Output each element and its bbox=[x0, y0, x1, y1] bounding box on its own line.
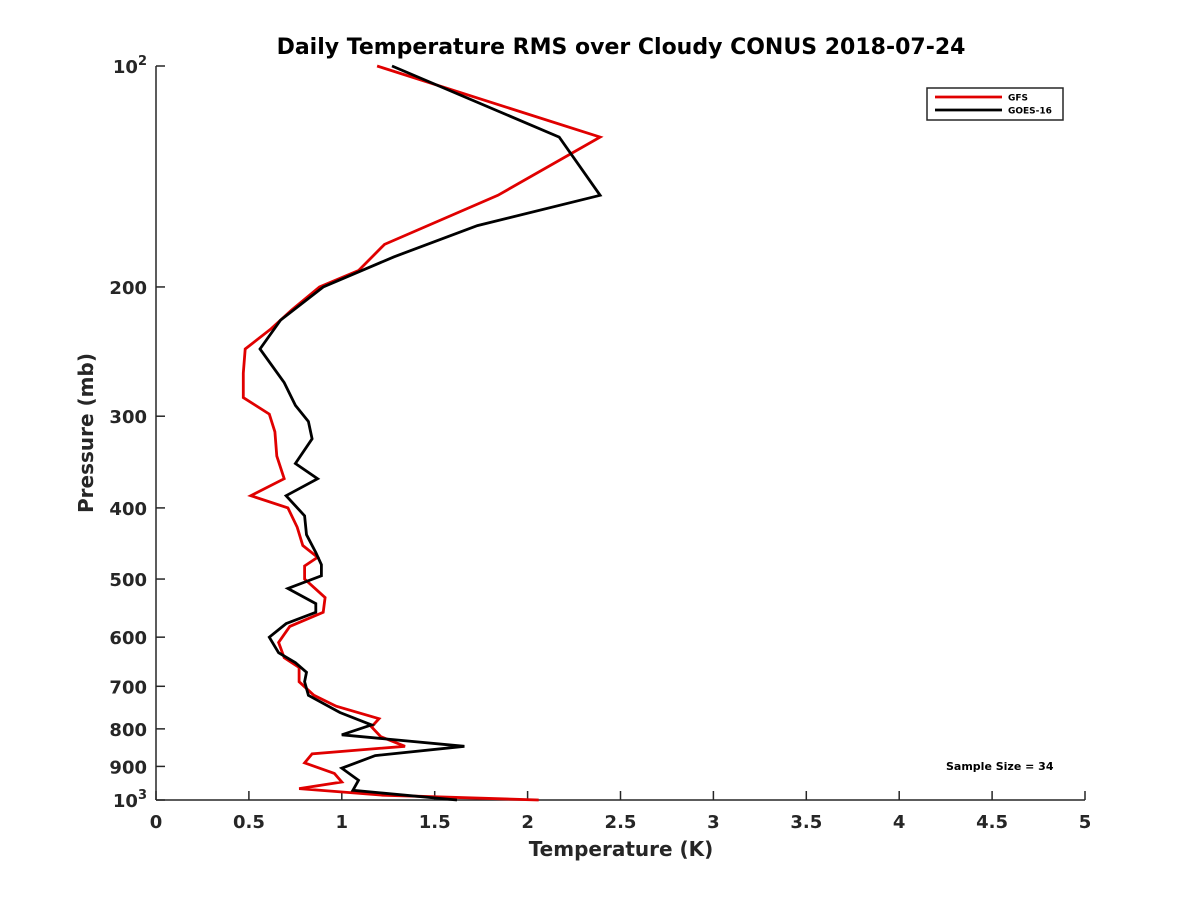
legend: GFS GOES-16 bbox=[926, 87, 1064, 121]
y-tick-label: 103 bbox=[113, 788, 147, 812]
x-axis-label: Temperature (K) bbox=[529, 837, 714, 861]
plot-area bbox=[155, 66, 1085, 801]
legend-box bbox=[926, 87, 1064, 121]
series-line-gfs bbox=[241, 64, 604, 802]
x-tick-label: 5 bbox=[1079, 812, 1092, 833]
y-tick-label: 400 bbox=[109, 499, 147, 520]
legend-label: GOES-16 bbox=[1008, 107, 1052, 117]
y-tick-label: 900 bbox=[109, 757, 147, 778]
legend-label: GFS bbox=[1008, 94, 1028, 104]
y-axis: 102 200 300 400 500 600 700 800 900 103 bbox=[109, 54, 165, 812]
y-tick-label: 800 bbox=[109, 720, 147, 741]
x-tick-label: 2.5 bbox=[605, 812, 637, 833]
x-tick-label: 0.5 bbox=[233, 812, 265, 833]
x-tick-label: 3.5 bbox=[790, 812, 822, 833]
x-tick-label: 0 bbox=[150, 812, 163, 833]
x-tick-label: 1.5 bbox=[419, 812, 451, 833]
x-axis: 0 0.5 1 1.5 2 2.5 3 3.5 4 4.5 5 bbox=[150, 791, 1092, 833]
series-line-goes-16 bbox=[258, 64, 603, 802]
series-layer bbox=[241, 64, 604, 802]
y-tick-label: 102 bbox=[113, 54, 147, 78]
x-tick-label: 3 bbox=[707, 812, 720, 833]
sample-size-annotation: Sample Size = 34 bbox=[946, 760, 1054, 773]
y-tick-label: 700 bbox=[109, 677, 147, 698]
y-tick-label: 300 bbox=[109, 407, 147, 428]
x-tick-label: 1 bbox=[336, 812, 349, 833]
y-tick-label: 500 bbox=[109, 570, 147, 591]
y-axis-label: Pressure (mb) bbox=[74, 353, 98, 513]
x-tick-label: 4.5 bbox=[976, 812, 1008, 833]
chart-title: Daily Temperature RMS over Cloudy CONUS … bbox=[277, 35, 966, 60]
x-tick-label: 2 bbox=[521, 812, 534, 833]
y-tick-label: 600 bbox=[109, 628, 147, 649]
x-tick-label: 4 bbox=[893, 812, 906, 833]
y-tick-label: 200 bbox=[109, 278, 147, 299]
